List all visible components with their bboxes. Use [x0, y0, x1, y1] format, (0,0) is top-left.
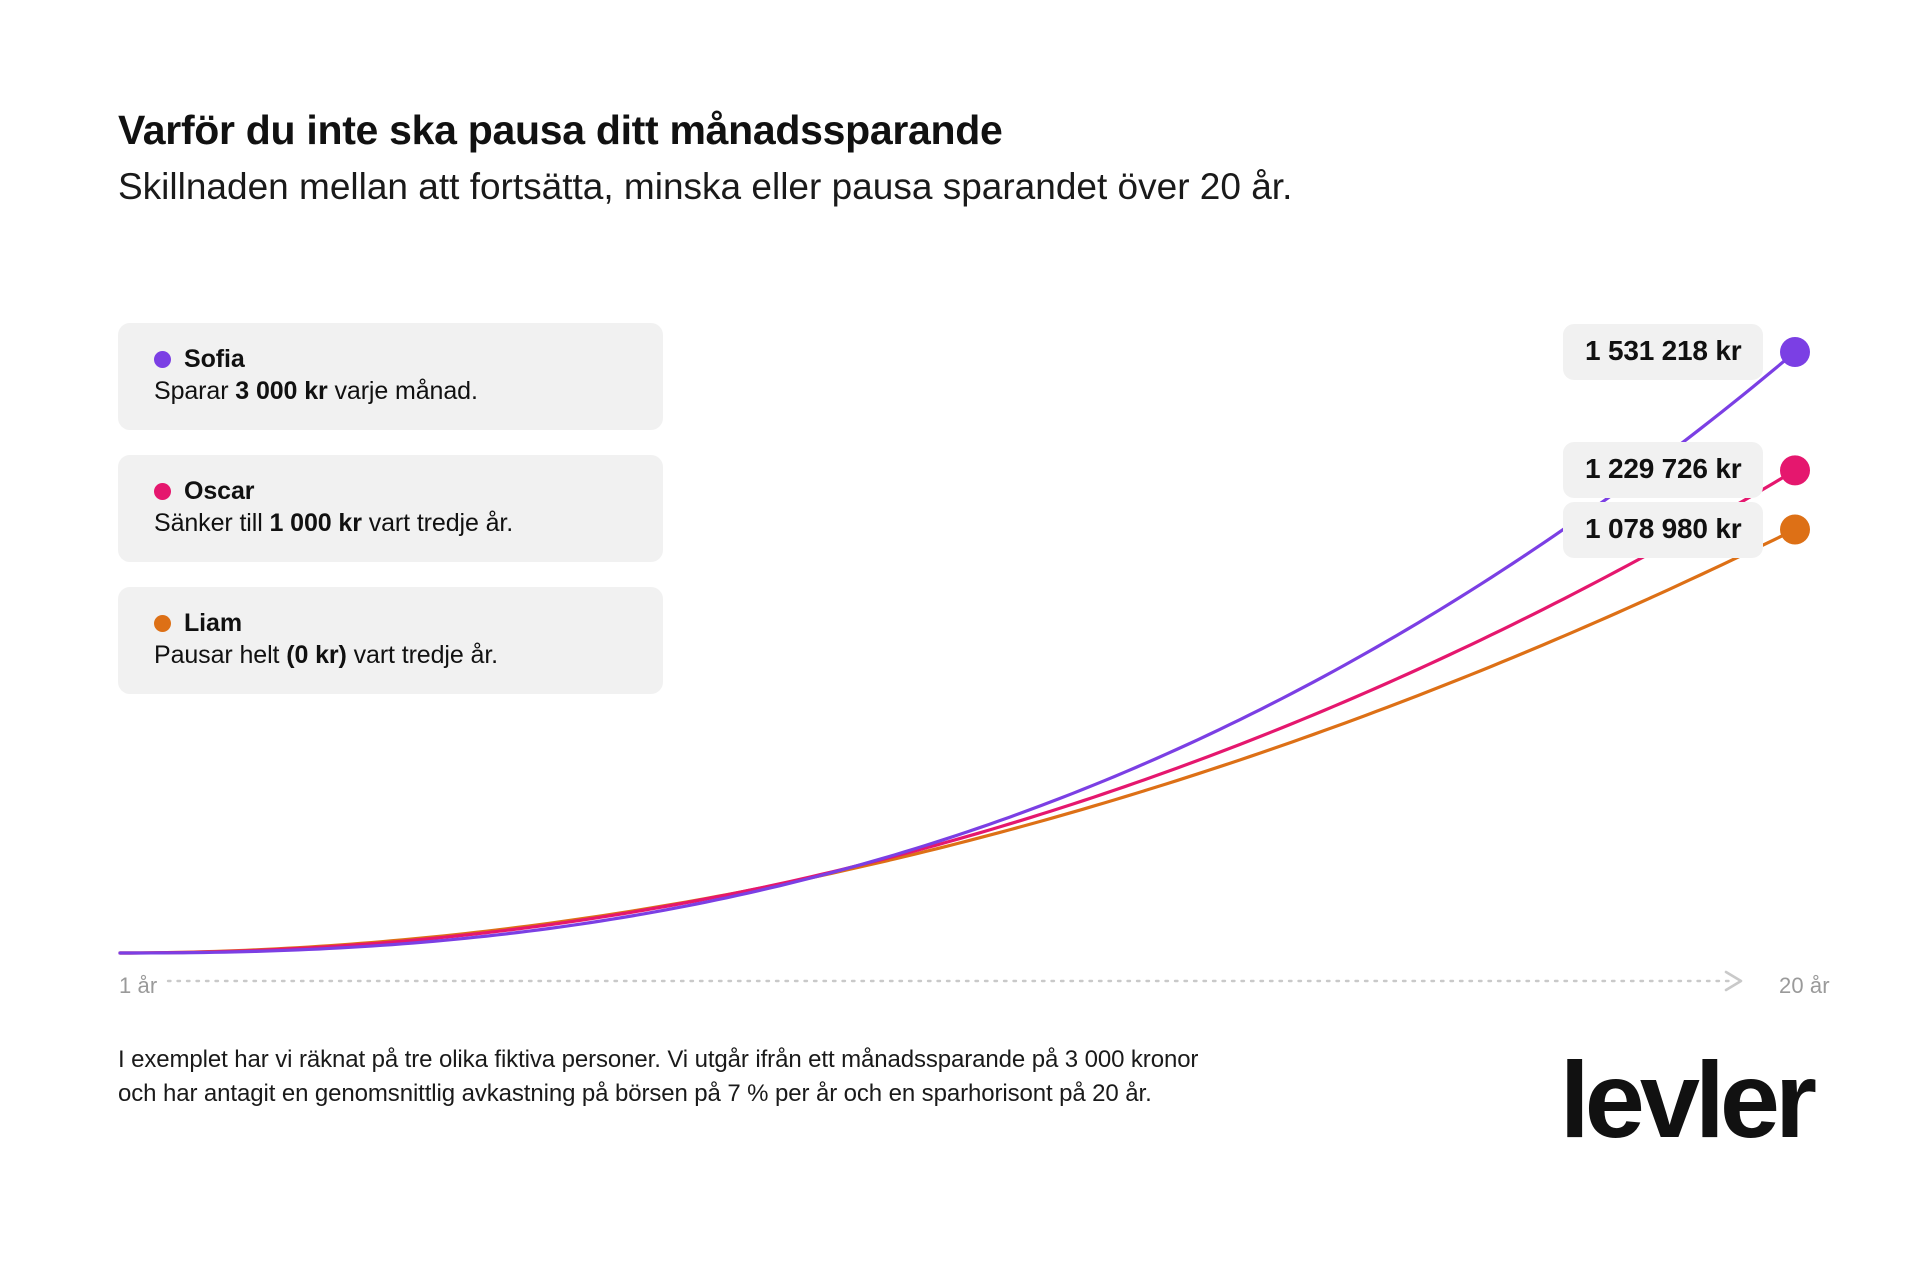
legend-desc-post: vart tredje år.: [361, 509, 514, 537]
footnote: I exemplet har vi räknat på tre olika fi…: [118, 1043, 1388, 1111]
axis-label-start: 1 år: [119, 973, 158, 998]
value-label-liam: 1 078 980 kr: [1563, 501, 1764, 558]
header: Varför du inte ska pausa ditt månadsspar…: [118, 107, 1518, 208]
legend-head-liam: Liam: [154, 609, 633, 638]
legend-name-sofia: Sofia: [184, 345, 245, 373]
legend-head-sofia: Sofia: [154, 345, 633, 374]
legend-card-oscar[interactable]: Oscar Sänker till 1 000 kr vart tredje å…: [118, 455, 663, 562]
legend-desc-pre: Pausar helt: [154, 641, 287, 669]
page-title: Varför du inte ska pausa ditt månadsspar…: [118, 107, 1003, 153]
footnote-line-2: och har antagit en genomsnittlig avkastn…: [118, 1080, 1152, 1108]
legend-desc-amount: 3 000 kr: [235, 377, 328, 405]
legend-desc-post: varje månad.: [327, 377, 478, 405]
footnote-line-1: I exemplet har vi räknat på tre olika fi…: [118, 1046, 1199, 1073]
series-dot-icon: [154, 483, 171, 500]
series-endpoint-liam: [1780, 514, 1810, 545]
axis-label-end: 20 år: [1779, 973, 1830, 998]
legend-head-oscar: Oscar: [154, 477, 633, 506]
value-label-sofia: 1 531 218 kr: [1563, 324, 1764, 380]
legend-desc-sofia: Sparar 3 000 kr varje månad.: [154, 377, 633, 406]
legend-card-liam[interactable]: Liam Pausar helt (0 kr) vart tredje år.: [118, 587, 663, 694]
legend-desc-pre: Sänker till: [154, 509, 270, 537]
series-endpoint-oscar: [1780, 455, 1810, 486]
legend-desc-post: vart tredje år.: [346, 641, 499, 669]
value-label-oscar: 1 229 726 kr: [1563, 442, 1764, 499]
legend-desc-amount: (0 kr): [286, 641, 347, 669]
page-subtitle: Skillnaden mellan att fortsätta, minska …: [118, 165, 1293, 207]
legend-desc-liam: Pausar helt (0 kr) vart tredje år.: [154, 641, 633, 670]
x-axis-arrow-icon: [1724, 970, 1743, 992]
brand-logo: levler: [1559, 1039, 1817, 1160]
legend-desc-amount: 1 000 kr: [269, 509, 362, 537]
series-dot-icon: [154, 351, 171, 368]
legend-name-liam: Liam: [184, 609, 242, 637]
legend-desc-pre: Sparar: [154, 377, 236, 405]
legend-cards: Sofia Sparar 3 000 kr varje månad. Oscar…: [118, 323, 663, 694]
series-dot-icon: [154, 615, 171, 632]
series-endpoint-sofia: [1780, 337, 1810, 367]
legend-name-oscar: Oscar: [184, 477, 255, 505]
legend-card-sofia[interactable]: Sofia Sparar 3 000 kr varje månad.: [118, 323, 663, 430]
legend-desc-oscar: Sänker till 1 000 kr vart tredje år.: [154, 509, 633, 538]
